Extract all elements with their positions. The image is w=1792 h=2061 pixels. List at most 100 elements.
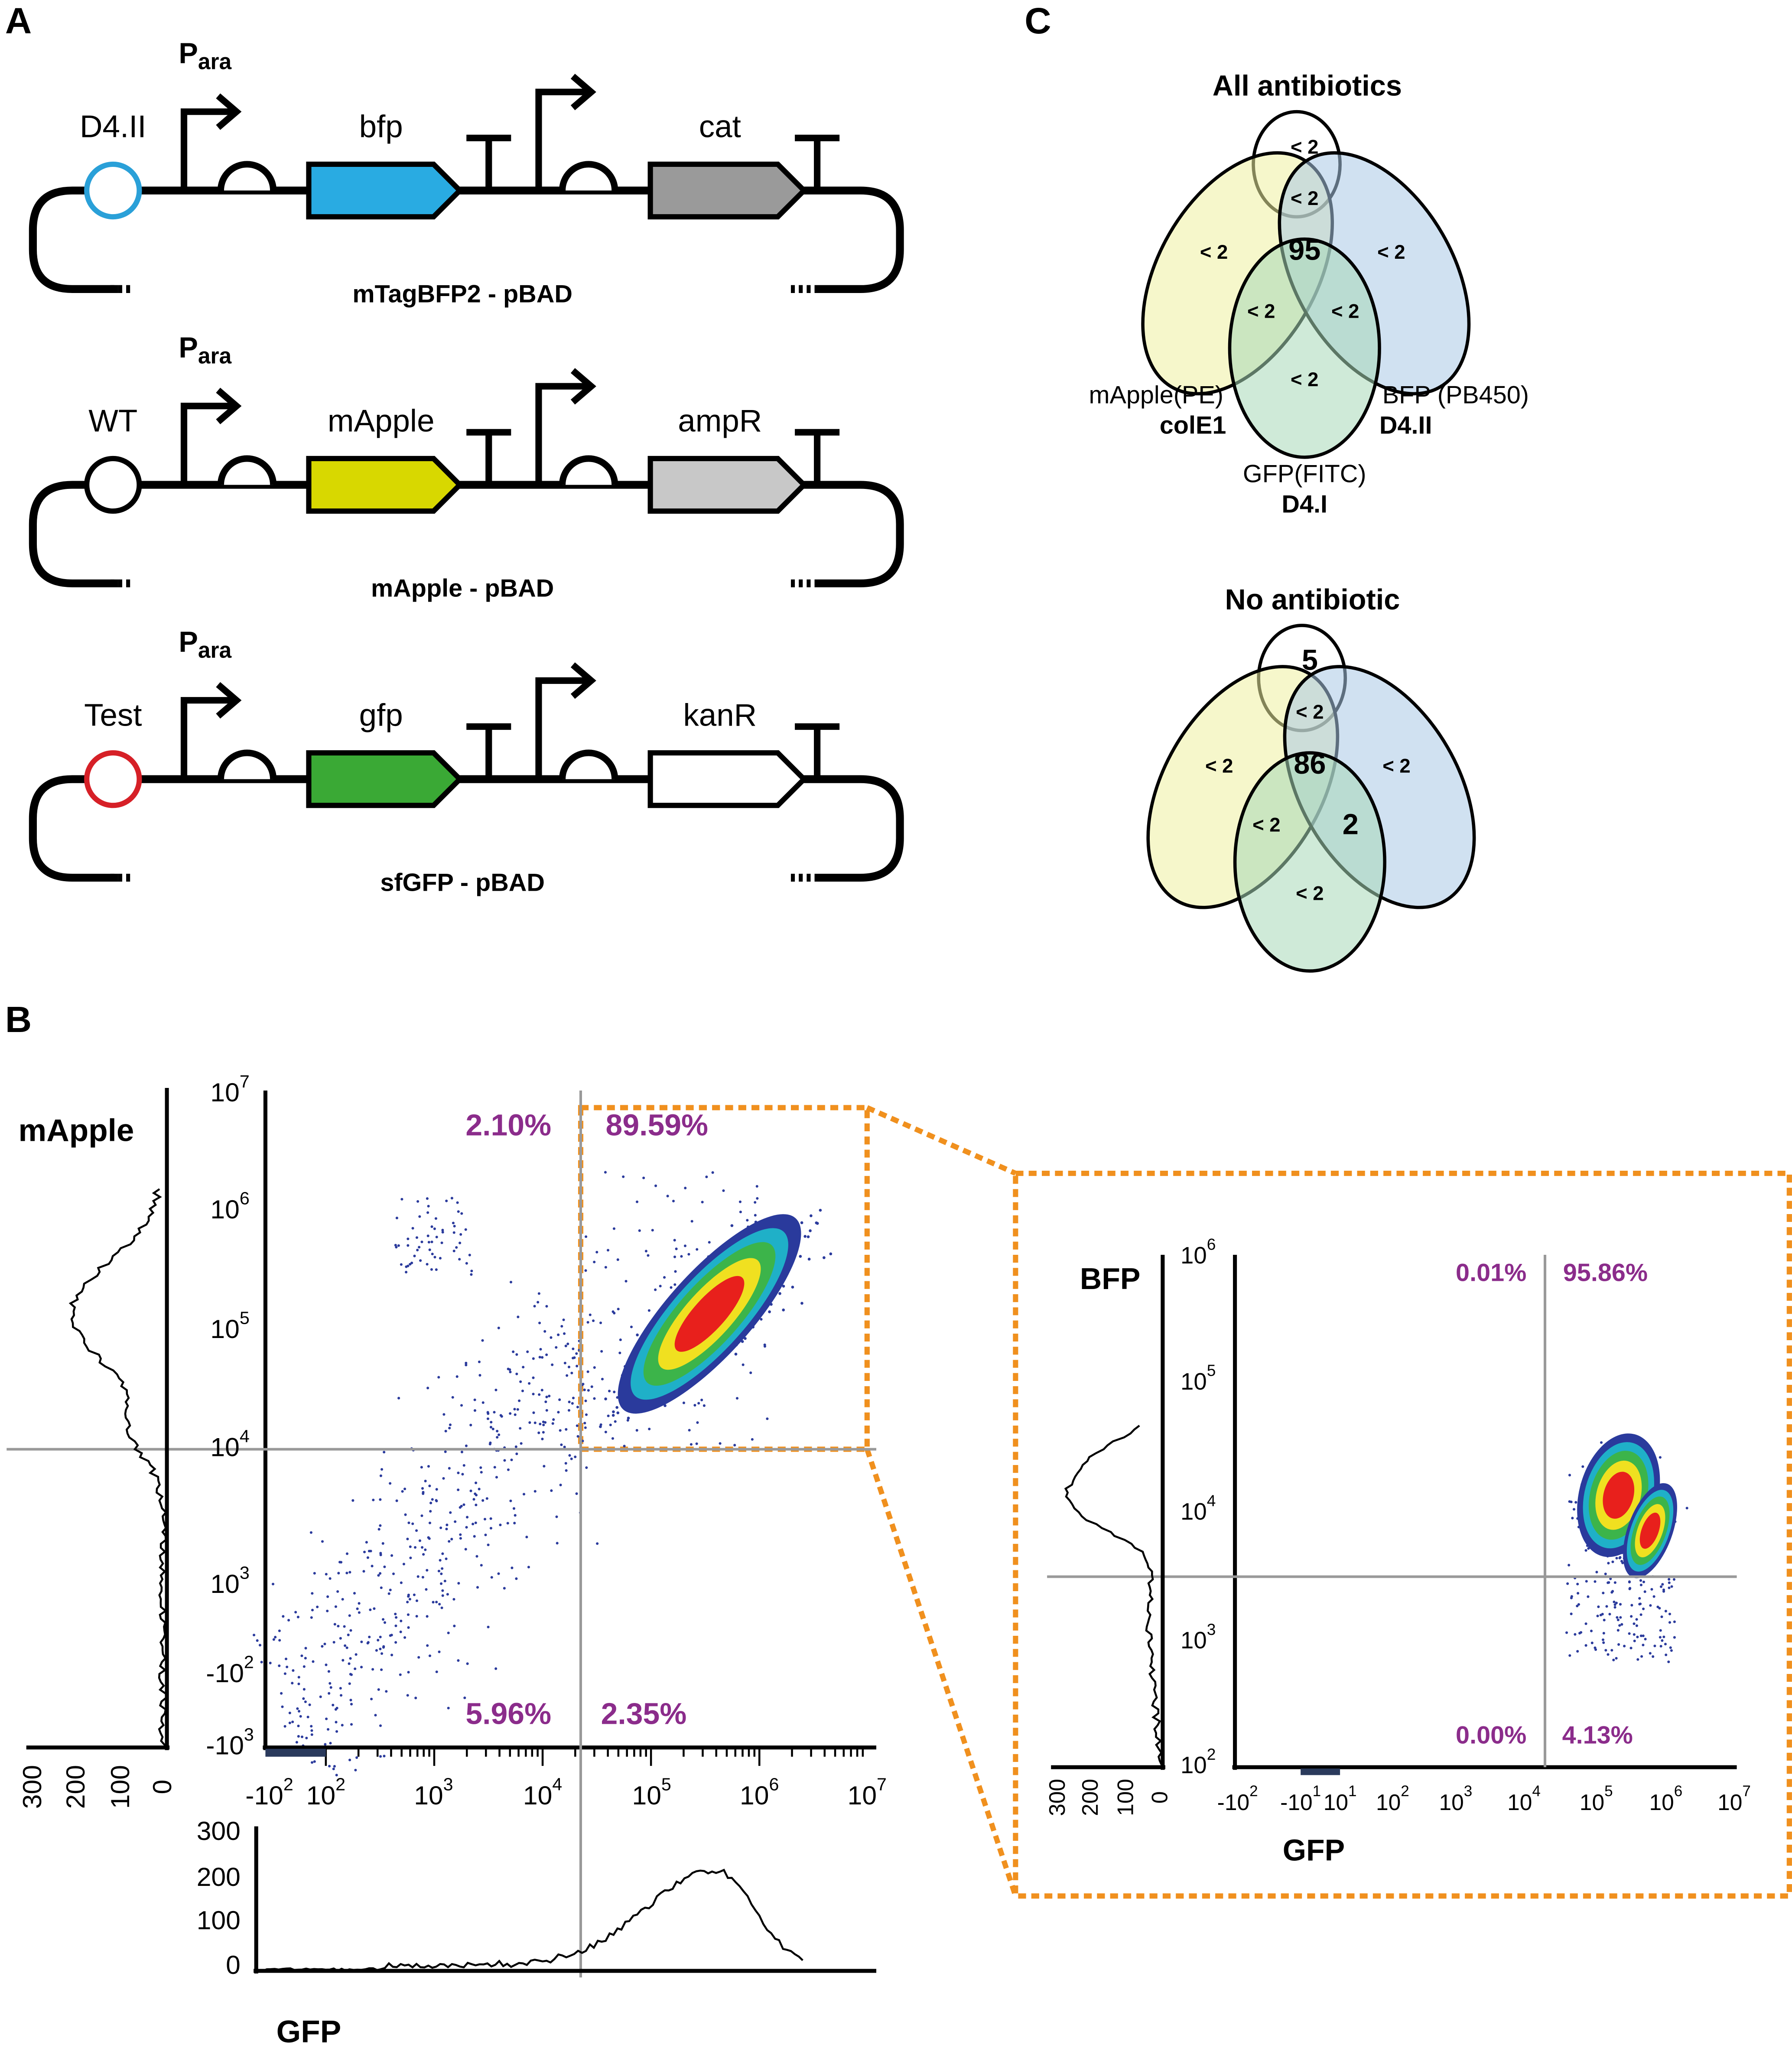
event bbox=[389, 1482, 392, 1485]
event bbox=[416, 1249, 419, 1252]
event bbox=[1570, 1596, 1573, 1599]
event bbox=[489, 1441, 492, 1444]
event bbox=[689, 1443, 693, 1446]
event bbox=[348, 1662, 351, 1665]
event bbox=[673, 1283, 676, 1286]
event bbox=[1670, 1585, 1673, 1588]
event bbox=[408, 1598, 411, 1601]
event bbox=[372, 1498, 375, 1501]
event bbox=[1659, 1585, 1662, 1588]
event bbox=[269, 1661, 272, 1664]
event bbox=[274, 1636, 277, 1639]
event bbox=[417, 1656, 420, 1659]
event bbox=[421, 1546, 424, 1549]
event bbox=[385, 1690, 388, 1693]
event bbox=[564, 1462, 567, 1465]
event bbox=[810, 1214, 813, 1218]
event bbox=[807, 1235, 810, 1238]
venn-set bbox=[1233, 751, 1386, 973]
event bbox=[441, 1567, 444, 1570]
event bbox=[1643, 1590, 1646, 1593]
event bbox=[433, 1227, 436, 1230]
event bbox=[644, 1250, 647, 1253]
event bbox=[435, 1499, 438, 1502]
tick-base: 10 bbox=[632, 1781, 661, 1810]
event bbox=[623, 1445, 626, 1448]
event bbox=[576, 1435, 579, 1438]
event bbox=[369, 1550, 372, 1553]
event bbox=[540, 1389, 543, 1392]
event bbox=[478, 1488, 481, 1491]
event bbox=[379, 1524, 382, 1527]
event bbox=[560, 1443, 563, 1446]
gene bbox=[306, 161, 464, 220]
event bbox=[390, 1654, 394, 1657]
event bbox=[472, 1498, 475, 1501]
event bbox=[525, 1536, 528, 1539]
event bbox=[506, 1522, 509, 1525]
event bbox=[473, 1409, 476, 1412]
event bbox=[407, 1237, 410, 1241]
event bbox=[326, 1595, 329, 1598]
event bbox=[440, 1582, 443, 1585]
event bbox=[1576, 1582, 1579, 1586]
event bbox=[400, 1263, 403, 1266]
event bbox=[611, 1414, 615, 1417]
x-tick-label: 104 bbox=[1507, 1783, 1541, 1815]
event bbox=[312, 1660, 315, 1663]
event bbox=[481, 1339, 484, 1342]
event bbox=[445, 1527, 448, 1530]
event bbox=[426, 1211, 429, 1214]
event bbox=[329, 1742, 332, 1745]
event bbox=[479, 1466, 482, 1469]
event bbox=[565, 1428, 568, 1431]
event bbox=[432, 1601, 435, 1604]
hist-tick-label: 0 bbox=[1147, 1791, 1172, 1804]
event bbox=[395, 1499, 398, 1502]
event bbox=[459, 1241, 462, 1244]
event bbox=[513, 1408, 516, 1411]
event bbox=[442, 1477, 445, 1480]
event bbox=[739, 1211, 742, 1214]
promoter bbox=[180, 697, 237, 779]
event bbox=[406, 1601, 409, 1604]
event bbox=[1660, 1615, 1663, 1618]
event bbox=[682, 1401, 685, 1404]
event bbox=[381, 1542, 384, 1545]
tick-exp: 4 bbox=[1207, 1491, 1216, 1510]
x-tick-label: 102 bbox=[306, 1774, 345, 1810]
event bbox=[347, 1633, 350, 1636]
event bbox=[1597, 1605, 1600, 1608]
event bbox=[426, 1387, 429, 1390]
histogram bbox=[68, 1188, 168, 1748]
tick-base: -10 bbox=[245, 1781, 283, 1810]
event bbox=[458, 1258, 461, 1261]
density bbox=[1639, 1512, 1661, 1549]
event bbox=[354, 1653, 358, 1656]
event bbox=[1639, 1583, 1642, 1586]
event bbox=[313, 1760, 316, 1763]
quadrant-value: 2.10% bbox=[465, 1108, 551, 1142]
event bbox=[475, 1504, 478, 1507]
event bbox=[557, 1333, 560, 1336]
event bbox=[545, 1353, 548, 1356]
event bbox=[437, 1376, 440, 1379]
event bbox=[514, 1413, 517, 1416]
event bbox=[592, 1319, 595, 1322]
event bbox=[278, 1629, 281, 1632]
event bbox=[575, 1352, 578, 1355]
event bbox=[478, 1360, 481, 1364]
event bbox=[576, 1364, 579, 1367]
event bbox=[572, 1347, 575, 1351]
event bbox=[509, 1499, 512, 1502]
event bbox=[1576, 1650, 1579, 1653]
set-origin: D4.I bbox=[1281, 490, 1327, 518]
tick-exp: 4 bbox=[240, 1426, 250, 1446]
promoter-name: P bbox=[179, 332, 198, 364]
event bbox=[545, 1409, 548, 1412]
event bbox=[1587, 1595, 1590, 1598]
event bbox=[1571, 1517, 1574, 1520]
y-tick-label: 103 bbox=[210, 1563, 249, 1598]
event bbox=[349, 1629, 352, 1632]
